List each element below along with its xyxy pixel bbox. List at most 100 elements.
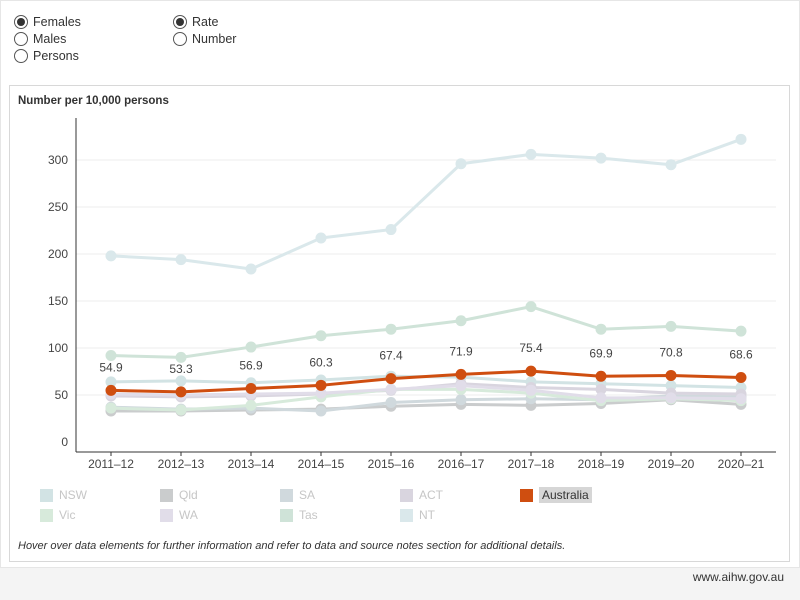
data-point-tas[interactable] <box>105 350 117 362</box>
legend-label: ACT <box>419 488 443 502</box>
data-point-tas[interactable] <box>735 325 747 337</box>
data-point-wa[interactable] <box>665 392 677 404</box>
footer-url[interactable]: www.aihw.gov.au <box>692 570 784 584</box>
legend-item-qld[interactable]: Qld <box>160 486 198 504</box>
data-point-wa[interactable] <box>315 387 327 399</box>
data-point-australia[interactable] <box>735 372 747 384</box>
data-point-wa[interactable] <box>595 392 607 404</box>
data-point-australia[interactable] <box>455 368 467 380</box>
data-point-tas[interactable] <box>595 323 607 335</box>
radio-rate[interactable]: Rate <box>173 13 236 30</box>
sex-radio-group: Females Males Persons <box>14 13 81 64</box>
data-label: 56.9 <box>239 359 263 373</box>
x-tick-label: 2020–21 <box>718 457 765 471</box>
legend-item-australia[interactable]: Australia <box>520 486 592 504</box>
legend-swatch <box>400 508 413 522</box>
data-point-tas[interactable] <box>665 320 677 332</box>
data-point-vic[interactable] <box>245 399 257 411</box>
data-point-nt[interactable] <box>245 263 257 275</box>
data-point-vic[interactable] <box>105 402 117 414</box>
radio-males[interactable]: Males <box>14 30 81 47</box>
data-point-australia[interactable] <box>595 370 607 382</box>
legend-label: NT <box>419 508 435 522</box>
data-point-sa[interactable] <box>455 394 467 406</box>
data-point-wa[interactable] <box>385 383 397 395</box>
data-label: 54.9 <box>99 360 123 374</box>
data-point-tas[interactable] <box>175 351 187 363</box>
data-point-nt[interactable] <box>455 158 467 170</box>
data-point-sa[interactable] <box>315 405 327 417</box>
radio-number[interactable]: Number <box>173 30 236 47</box>
y-tick-label: 200 <box>48 247 68 261</box>
data-label: 53.3 <box>169 362 193 376</box>
series-line-nt <box>110 137 742 271</box>
legend-label: Vic <box>59 508 76 522</box>
data-point-tas[interactable] <box>525 301 537 313</box>
data-point-australia[interactable] <box>245 383 257 395</box>
data-point-nsw[interactable] <box>665 380 677 392</box>
data-point-nt[interactable] <box>735 133 747 145</box>
data-point-australia[interactable] <box>175 386 187 398</box>
data-point-tas[interactable] <box>245 341 257 353</box>
data-point-nsw[interactable] <box>175 375 187 387</box>
radio-button-icon[interactable] <box>14 48 28 63</box>
x-tick-label: 2018–19 <box>578 457 625 471</box>
legend-item-tas[interactable]: Tas <box>280 506 318 524</box>
radio-females[interactable]: Females <box>14 13 81 30</box>
radio-label: Rate <box>192 14 219 29</box>
data-label: 60.3 <box>309 355 333 369</box>
data-point-australia[interactable] <box>665 369 677 381</box>
x-tick-label: 2012–13 <box>158 457 205 471</box>
x-tick-label: 2014–15 <box>298 457 345 471</box>
legend-label: NSW <box>59 488 87 502</box>
data-label: 71.9 <box>449 344 473 358</box>
data-point-wa[interactable] <box>735 393 747 405</box>
radio-button-icon[interactable] <box>14 14 28 29</box>
data-point-nt[interactable] <box>385 224 397 236</box>
radio-button-icon[interactable] <box>14 31 28 46</box>
data-point-nt[interactable] <box>315 232 327 244</box>
legend-item-sa[interactable]: SA <box>280 486 315 504</box>
radio-button-icon[interactable] <box>173 31 187 46</box>
data-label: 70.8 <box>659 345 683 359</box>
data-point-tas[interactable] <box>385 323 397 335</box>
data-point-australia[interactable] <box>105 384 117 396</box>
data-point-australia[interactable] <box>315 379 327 391</box>
radio-persons[interactable]: Persons <box>14 47 81 64</box>
data-point-nt[interactable] <box>665 159 677 171</box>
data-point-vic[interactable] <box>175 404 187 416</box>
data-label: 67.4 <box>379 349 403 363</box>
x-tick-label: 2016–17 <box>438 457 485 471</box>
data-point-nt[interactable] <box>525 148 537 160</box>
data-point-nsw[interactable] <box>105 376 117 388</box>
data-point-tas[interactable] <box>315 330 327 342</box>
radio-button-icon[interactable] <box>173 14 187 29</box>
legend-label: Qld <box>179 488 198 502</box>
data-point-sa[interactable] <box>385 397 397 409</box>
data-point-australia[interactable] <box>525 365 537 377</box>
legend-item-nsw[interactable]: NSW <box>40 486 87 504</box>
data-point-wa[interactable] <box>525 384 537 396</box>
x-tick-label: 2011–12 <box>88 457 134 471</box>
data-point-nt[interactable] <box>105 250 117 262</box>
legend-label: SA <box>299 488 316 502</box>
legend-item-act[interactable]: ACT <box>400 486 443 504</box>
legend-item-vic[interactable]: Vic <box>40 506 75 524</box>
data-point-australia[interactable] <box>385 373 397 385</box>
data-point-wa[interactable] <box>455 380 467 392</box>
legend-label: WA <box>179 508 198 522</box>
legend-item-wa[interactable]: WA <box>160 506 198 524</box>
legend-swatch <box>160 508 173 522</box>
data-point-tas[interactable] <box>455 315 467 327</box>
data-point-nt[interactable] <box>595 152 607 164</box>
legend-item-nt[interactable]: NT <box>400 506 435 524</box>
data-point-nt[interactable] <box>175 254 187 266</box>
radio-label: Persons <box>33 48 79 63</box>
data-labels: 54.9 53.3 56.9 60.3 67.4 71.9 75.4 69.9 70.8 68.6 <box>99 341 753 376</box>
legend-swatch <box>40 508 53 522</box>
legend-swatch <box>40 488 53 502</box>
series-line-wa <box>110 384 742 401</box>
data-point-act[interactable] <box>595 383 607 395</box>
legend-label: Tas <box>299 508 318 522</box>
y-tick-label: 150 <box>48 294 68 308</box>
